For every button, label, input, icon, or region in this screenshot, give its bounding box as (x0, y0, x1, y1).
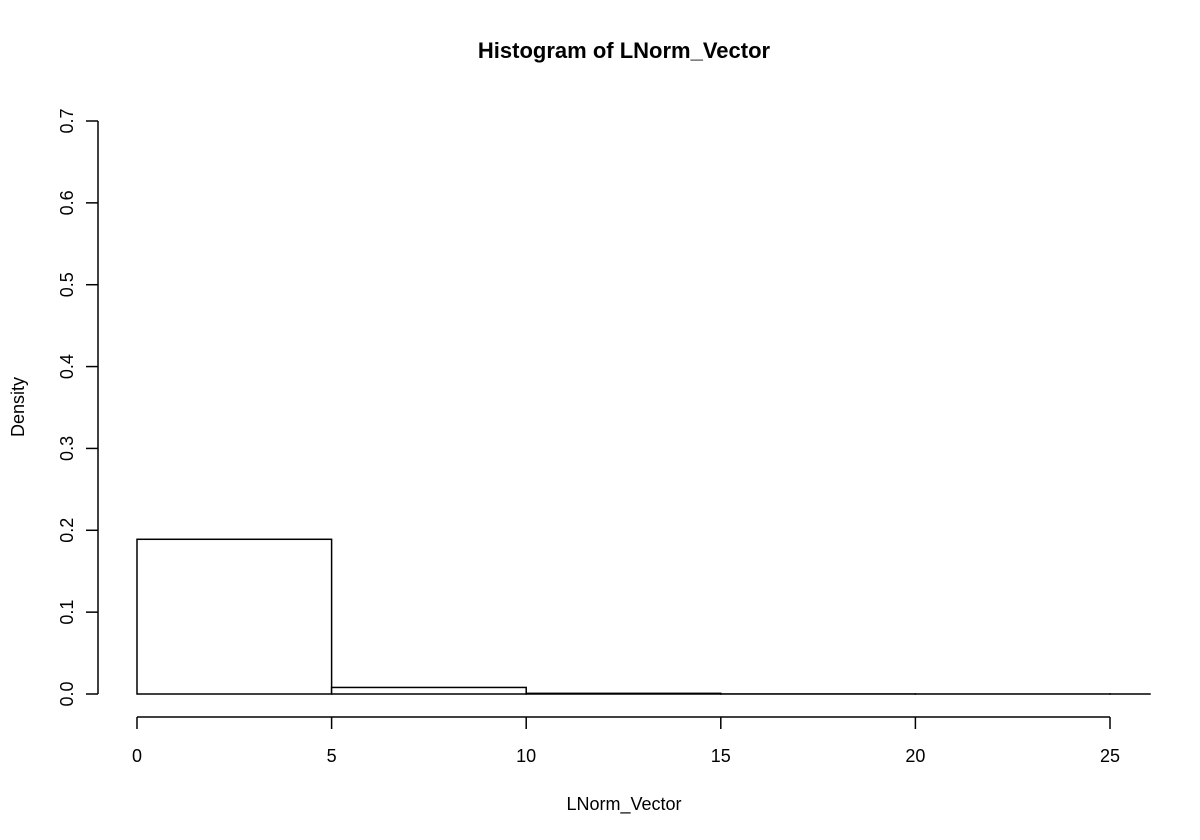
histogram-bar-0 (136, 538, 333, 695)
y-tick-label-6: 0.6 (57, 190, 77, 215)
x-axis-label: LNorm_Vector (566, 794, 681, 815)
x-tick-label-5: 25 (1100, 746, 1120, 766)
y-tick-label-1: 0.1 (57, 600, 77, 625)
x-tick-label-4: 20 (905, 746, 925, 766)
y-axis-label: Density (8, 377, 28, 437)
y-axis-ticks: 0.0 0.1 0.2 0.3 0.4 0.5 0.6 0.7 (57, 108, 98, 707)
y-tick-label-0: 0.0 (57, 681, 77, 706)
histogram-bars (136, 538, 1151, 695)
x-tick-label-1: 5 (327, 746, 337, 766)
y-tick-label-3: 0.3 (57, 436, 77, 461)
x-tick-label-2: 10 (516, 746, 536, 766)
y-tick-label-4: 0.4 (57, 354, 77, 379)
histogram-bar-2 (525, 692, 722, 695)
y-tick-label-5: 0.5 (57, 272, 77, 297)
chart-title: Histogram of LNorm_Vector (478, 38, 771, 63)
x-axis-ticks: 0 5 10 15 20 25 (132, 717, 1120, 766)
y-tick-label-7: 0.7 (57, 108, 77, 133)
x-tick-label-0: 0 (132, 746, 142, 766)
x-tick-label-3: 15 (711, 746, 731, 766)
histogram-bar-1 (330, 686, 527, 695)
y-tick-label-2: 0.2 (57, 518, 77, 543)
